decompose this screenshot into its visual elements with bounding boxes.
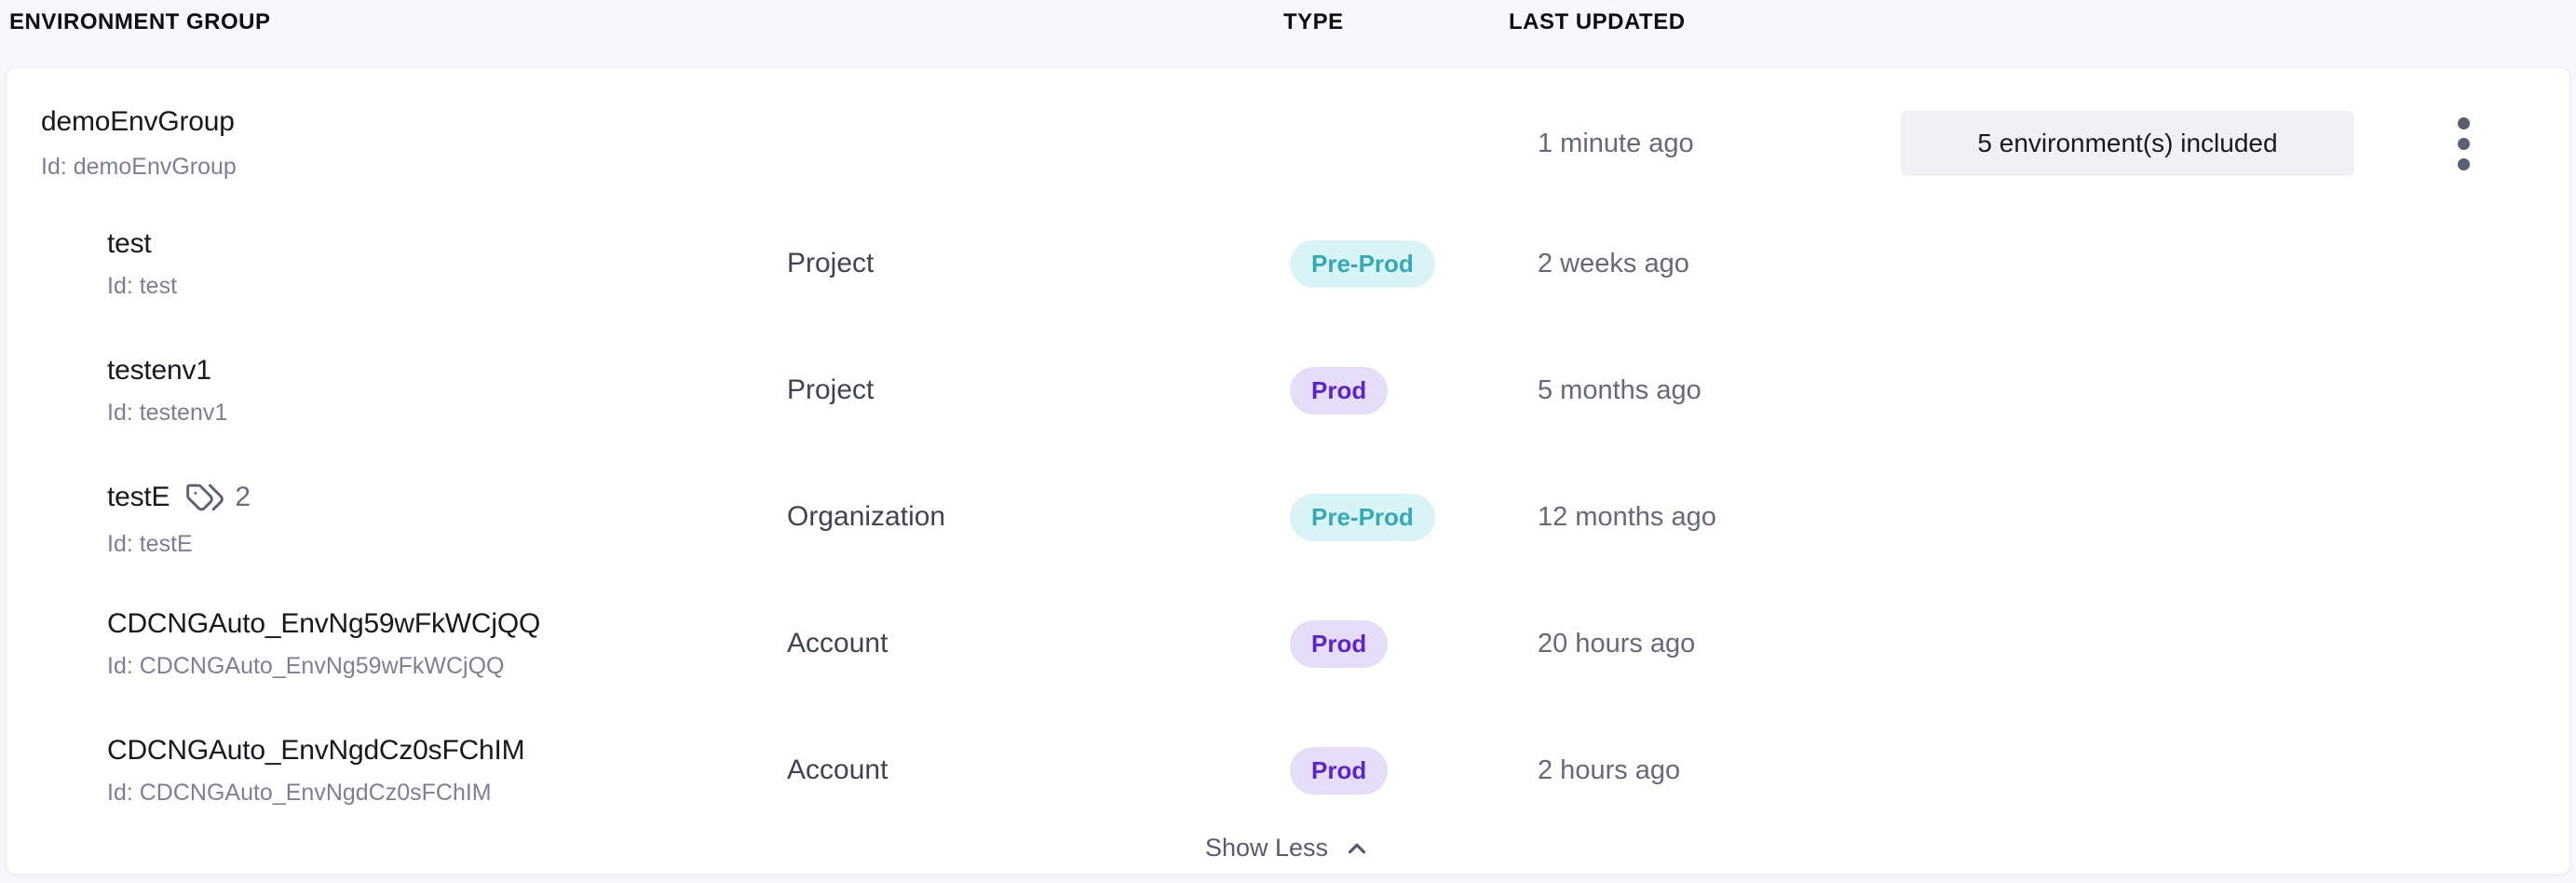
environment-badge-cell: Prod [1290, 746, 1538, 795]
environments-included-button[interactable]: 5 environment(s) included [1901, 111, 2354, 176]
environment-badge-cell: Prod [1290, 619, 1538, 668]
group-actions-cell [2357, 112, 2569, 176]
environment-type-badge: Prod [1290, 366, 1389, 414]
environment-scope: Organization [787, 501, 946, 532]
environment-scope-cell: Project [787, 374, 1290, 406]
environment-name-cell: testE 2 Id: testE [7, 477, 787, 558]
environment-scope: Account [787, 628, 888, 659]
column-header-type: TYPE [1283, 9, 1344, 34]
environment-type-badge: Pre-Prod [1290, 493, 1435, 541]
environment-name-cell: CDCNGAuto_EnvNg59wFkWCjQQ Id: CDCNGAuto_… [7, 608, 787, 680]
environment-last-updated: 2 weeks ago [1538, 248, 1689, 278]
group-last-updated: 1 minute ago [1538, 128, 1694, 158]
environment-name-cell: testenv1 Id: testenv1 [7, 355, 787, 427]
environment-last-updated: 5 months ago [1538, 374, 1702, 405]
environment-scope-cell: Project [787, 248, 1290, 279]
environment-name: testenv1 [107, 354, 211, 386]
environment-type-badge: Prod [1290, 619, 1389, 668]
environment-rows: test Id: test Project Pre-Prod 2 weeks a… [7, 200, 2569, 834]
environment-row[interactable]: test Id: test Project Pre-Prod 2 weeks a… [7, 200, 2569, 327]
tags-count: 2 [235, 481, 251, 512]
chevron-up-icon [1348, 843, 1366, 853]
environment-name-cell: CDCNGAuto_EnvNgdCz0sFChIM Id: CDCNGAuto_… [7, 735, 787, 807]
environment-group-row[interactable]: demoEnvGroup Id: demoEnvGroup 1 minute a… [7, 68, 2569, 200]
environment-last-updated: 20 hours ago [1538, 628, 1696, 659]
environment-row[interactable]: CDCNGAuto_EnvNg59wFkWCjQQ Id: CDCNGAuto_… [7, 580, 2569, 707]
environment-name-cell: test Id: test [7, 228, 787, 300]
environment-group-id: Id: demoEnvGroup [41, 154, 237, 180]
environment-id: Id: test [107, 272, 178, 299]
environment-type-badge: Prod [1290, 746, 1389, 795]
show-less-row: Show Less [7, 834, 2569, 874]
environment-scope: Account [787, 754, 888, 785]
environment-last-updated: 2 hours ago [1538, 754, 1681, 785]
environment-name: testE [107, 481, 170, 512]
environment-tags: 2 [184, 477, 251, 518]
environment-group-name: demoEnvGroup [41, 106, 235, 137]
environment-name: CDCNGAuto_EnvNg59wFkWCjQQ [107, 607, 541, 639]
environment-id: Id: CDCNGAuto_EnvNgdCz0sFChIM [107, 779, 492, 806]
environment-scope-cell: Account [787, 754, 1290, 786]
environment-id: Id: testE [107, 530, 193, 557]
environment-group-card: demoEnvGroup Id: demoEnvGroup 1 minute a… [6, 67, 2570, 875]
environment-badge-cell: Pre-Prod [1290, 493, 1538, 541]
environment-badge-cell: Pre-Prod [1290, 239, 1538, 288]
environment-last-updated: 12 months ago [1538, 501, 1716, 532]
environment-badge-cell: Prod [1290, 366, 1538, 414]
show-less-label: Show Less [1204, 834, 1329, 862]
column-header-last-updated: LAST UPDATED [1509, 9, 1686, 34]
environment-id: Id: CDCNGAuto_EnvNg59wFkWCjQQ [107, 652, 505, 679]
environment-name: test [107, 227, 152, 259]
show-less-button[interactable]: Show Less [1205, 834, 1371, 863]
environment-name: CDCNGAuto_EnvNgdCz0sFChIM [107, 734, 525, 766]
environment-row[interactable]: CDCNGAuto_EnvNgdCz0sFChIM Id: CDCNGAuto_… [7, 707, 2569, 834]
environment-type-badge: Pre-Prod [1290, 239, 1435, 288]
environment-id: Id: testenv1 [107, 399, 228, 426]
environment-scope: Project [787, 374, 874, 405]
tags-icon [186, 483, 224, 510]
table-header: ENVIRONMENT GROUP TYPE LAST UPDATED [0, 0, 2576, 60]
environment-group-name-cell: demoEnvGroup Id: demoEnvGroup [7, 106, 787, 181]
environment-scope: Project [787, 248, 874, 278]
environment-scope-cell: Account [787, 628, 1290, 659]
column-header-environment-group: ENVIRONMENT GROUP [9, 9, 271, 34]
environment-scope-cell: Organization [787, 501, 1290, 533]
group-button-cell: 5 environment(s) included [1901, 111, 2357, 176]
kebab-menu-icon[interactable] [2445, 112, 2483, 176]
environment-row[interactable]: testenv1 Id: testenv1 Project Prod 5 mon… [7, 327, 2569, 454]
environment-row[interactable]: testE 2 Id: testE Organization Pre-Prod … [7, 454, 2569, 580]
